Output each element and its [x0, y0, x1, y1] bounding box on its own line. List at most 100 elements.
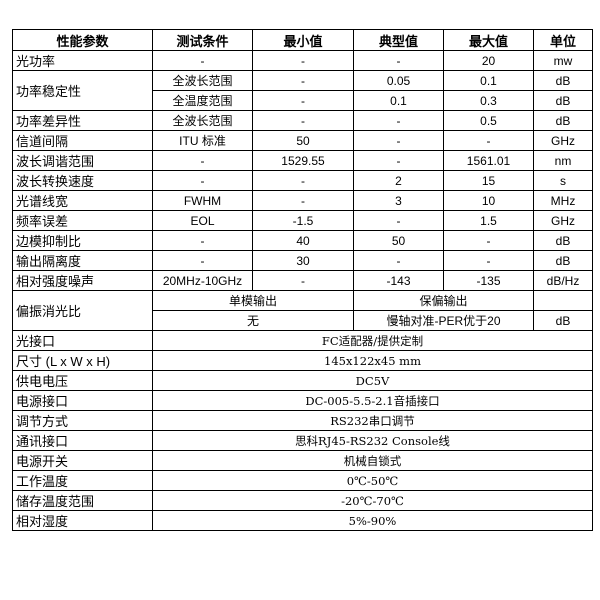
pm-label: 保偏输出: [353, 290, 534, 311]
cell-unit: MHz: [533, 190, 593, 211]
single-mode-value: 无: [152, 310, 354, 331]
single-mode-label: 单模输出: [152, 290, 354, 311]
cell-min: 1529.55: [252, 150, 354, 171]
cell-cond: 全波长范围: [152, 70, 253, 91]
cell-unit: nm: [533, 150, 593, 171]
param-name: 波长调谐范围: [12, 150, 153, 171]
cell-cond: 20MHz-10GHz: [152, 270, 253, 291]
table-row: 工作温度 0℃-50℃: [12, 470, 593, 491]
param-name: 调节方式: [12, 410, 153, 431]
cell-max: 10: [443, 190, 534, 211]
cell-max: 0.5: [443, 110, 534, 131]
cell-min: -: [252, 90, 354, 111]
table-row: 光谱线宽 FWHM -3 10 MHz: [12, 190, 593, 211]
cell-min: 50: [252, 130, 354, 151]
param-name: 波长转换速度: [12, 170, 153, 191]
table-row: 调节方式 RS232串口调节: [12, 410, 593, 431]
table-row: 通讯接口 思科RJ45-RS232 Console线: [12, 430, 593, 451]
param-name: 相对湿度: [12, 510, 153, 531]
param-name: 储存温度范围: [12, 490, 153, 511]
cell-cond: -: [152, 230, 253, 251]
param-value: 机械自锁式: [152, 450, 593, 471]
header-row: 性能参数 测试条件 最小值 典型值 最大值 单位: [12, 29, 593, 51]
column-header: 测试条件: [152, 29, 253, 51]
cell-typ: -: [353, 210, 444, 231]
cell-cond: ITU 标准: [152, 130, 253, 151]
param-value: DC-005-5.5-2.1音插接口: [152, 390, 593, 411]
table-row: 尺寸 (L x W x H) 145x122x45 mm: [12, 350, 593, 371]
cell-unit: dB: [533, 70, 593, 91]
param-name: 频率误差: [12, 210, 153, 231]
cell-cond: FWHM: [152, 190, 253, 211]
cell-min: -: [252, 170, 354, 191]
table-row: 波长调谐范围 -1529.55-1561.01 nm: [12, 150, 593, 171]
table-row: 相对湿度 5%-90%: [12, 510, 593, 531]
table-row: 相对强度噪声 20MHz-10GHz - -143 -135 dB/Hz: [12, 270, 593, 291]
cell-unit: dB: [533, 90, 593, 111]
cell-min: -: [252, 50, 354, 71]
cell-typ: 50: [353, 230, 444, 251]
param-value: -20℃-70℃: [152, 490, 593, 511]
param-name: 输出隔离度: [12, 250, 153, 271]
cell-max: 20: [443, 50, 534, 71]
table-row: 边模抑制比 -40 50- dB: [12, 230, 593, 251]
param-name: 功率差异性: [12, 110, 153, 131]
cell-unit: dB/Hz: [533, 270, 593, 291]
column-header: 典型值: [353, 29, 444, 51]
cell-min: -: [252, 270, 354, 291]
param-name: 相对强度噪声: [12, 270, 153, 291]
table-row: 波长转换速度 - -2 15 s: [12, 170, 593, 191]
cell-cond: EOL: [152, 210, 253, 231]
param-name: 通讯接口: [12, 430, 153, 451]
column-header: 最大值: [443, 29, 534, 51]
cell-max: 0.3: [443, 90, 534, 111]
param-name: 信道间隔: [12, 130, 153, 151]
cell-unit: GHz: [533, 210, 593, 231]
column-header: 性能参数: [12, 29, 153, 51]
table-row: 功率稳定性 全波长范围 -0.05 0.1 dB: [12, 70, 593, 111]
pm-value: 慢轴对准-PER优于20: [353, 310, 534, 331]
param-name: 光接口: [12, 330, 153, 351]
param-name: 电源开关: [12, 450, 153, 471]
cell-max: -: [443, 250, 534, 271]
param-value: 145x122x45 mm: [152, 350, 593, 371]
cell-typ: 0.05: [353, 70, 444, 91]
cell-max: 0.1: [443, 70, 534, 91]
column-header: 单位: [533, 29, 593, 51]
cell-typ: -: [353, 250, 444, 271]
table-row: 电源开关 机械自锁式: [12, 450, 593, 471]
cell-typ: -: [353, 130, 444, 151]
param-name: 供电电压: [12, 370, 153, 391]
table-row: 供电电压 DC5V: [12, 370, 593, 391]
param-name: 工作温度: [12, 470, 153, 491]
param-value: 思科RJ45-RS232 Console线: [152, 430, 593, 451]
column-header: 最小值: [252, 29, 354, 51]
cell-max: 1.5: [443, 210, 534, 231]
param-value: 5%-90%: [152, 510, 593, 531]
cell-min: -1.5: [252, 210, 354, 231]
cell-unit: [533, 290, 593, 311]
cell-typ: 2: [353, 170, 444, 191]
table-row: 光功率 - - -20 mw: [12, 50, 593, 71]
param-name: 电源接口: [12, 390, 153, 411]
table-row: 输出隔离度 -30- - dB: [12, 250, 593, 271]
cell-max: 15: [443, 170, 534, 191]
cell-min: -: [252, 70, 354, 91]
cell-typ: -143: [353, 270, 444, 291]
spec-table: 性能参数 测试条件 最小值 典型值 最大值 单位 光功率 - - -20 mw 功率稳定性 全波长范围 -…: [12, 29, 593, 531]
cell-cond: -: [152, 50, 253, 71]
param-value: RS232串口调节: [152, 410, 593, 431]
cell-typ: 0.1: [353, 90, 444, 111]
cell-min: -: [252, 110, 354, 131]
param-value: DC5V: [152, 370, 593, 391]
cell-max: 1561.01: [443, 150, 534, 171]
param-name: 光谱线宽: [12, 190, 153, 211]
table-row: 光接口 FC适配器/提供定制: [12, 330, 593, 351]
cell-cond: -: [152, 250, 253, 271]
param-value: 0℃-50℃: [152, 470, 593, 491]
table-row: 储存温度范围 -20℃-70℃: [12, 490, 593, 511]
param-value: FC适配器/提供定制: [152, 330, 593, 351]
cell-unit: dB: [533, 230, 593, 251]
cell-cond: 全波长范围: [152, 110, 253, 131]
cell-unit: mw: [533, 50, 593, 71]
